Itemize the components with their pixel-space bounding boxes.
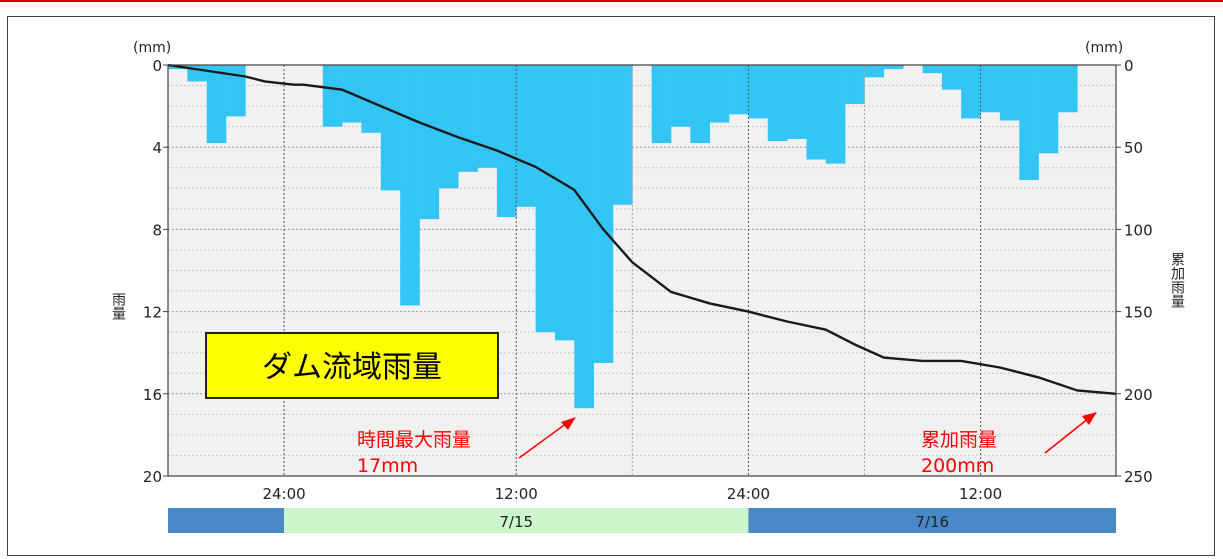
right-tick-label: 250 (1124, 468, 1153, 486)
x-tick-label: 12:00 (495, 485, 538, 503)
rainfall-bar (496, 65, 517, 218)
right-axis-ticks: 0 50 100 150 200 250 (1116, 57, 1153, 486)
cumulative-rainfall-line (167, 63, 1117, 395)
date-band (284, 508, 749, 533)
x-tick-label: 24:00 (262, 485, 305, 503)
rainfall-bar (206, 65, 227, 144)
left-axis-ticks: 0 4 8 12 16 20 (143, 57, 168, 486)
rainfall-bar (1057, 65, 1078, 113)
date-band (748, 508, 1116, 533)
left-axis-label: 雨量 (110, 292, 126, 320)
rainfall-bar (477, 65, 498, 168)
right-axis-label: 累加雨量 (1169, 252, 1185, 308)
right-tick-label: 0 (1124, 57, 1134, 75)
x-axis-ticks: 24:00 12:00 24:00 12:00 (262, 485, 1002, 503)
rainfall-bar (554, 65, 575, 341)
rainfall-bar (941, 65, 962, 90)
rainfall-bar (458, 65, 478, 172)
x-tick-label: 12:00 (959, 485, 1002, 503)
rainfall-bar (1038, 65, 1059, 154)
rainfall-bar (690, 65, 711, 144)
rainfall-bar (361, 65, 382, 133)
rainfall-bars (168, 65, 1078, 409)
right-tick-label: 200 (1124, 386, 1153, 404)
rainfall-bar (787, 65, 807, 139)
rainfall-bar (651, 65, 672, 144)
rainfall-bar (980, 65, 1001, 113)
right-tick-label: 150 (1124, 304, 1153, 322)
chart-title: ダム流域雨量 (262, 350, 442, 385)
rainfall-bar (748, 65, 769, 119)
date-bands: 7/15 7/16 (168, 508, 1116, 533)
date-band (168, 508, 285, 533)
rainfall-bar (999, 65, 1020, 121)
rainfall-bar (961, 65, 981, 119)
rainfall-bar (516, 65, 536, 207)
date-band-label: 7/15 (499, 513, 533, 531)
date-band-label: 7/16 (915, 513, 949, 531)
left-tick-label: 8 (152, 221, 162, 239)
time-gridlines (283, 65, 982, 476)
right-tick-label: 100 (1124, 221, 1153, 239)
rainfall-bar (806, 65, 827, 160)
x-tick-label: 24:00 (727, 485, 770, 503)
annotation-max-arrowhead (561, 417, 576, 430)
rainfall-bar (322, 65, 343, 127)
annotation-max-arrow (518, 422, 568, 459)
rainfall-bar (845, 65, 865, 105)
rainfall-bar (729, 65, 749, 115)
rainfall-bar (226, 65, 246, 117)
annotation-total-value: 200mm (921, 455, 994, 477)
rainfall-bar (671, 65, 691, 127)
rainfall-bar (825, 65, 846, 164)
annotation-total-arrowhead (1082, 412, 1097, 425)
rainfall-bar (400, 65, 420, 306)
axes (167, 64, 1117, 477)
rainfall-bar (883, 65, 904, 70)
rainfall-bar (593, 65, 614, 363)
rainfall-bar (1019, 65, 1039, 181)
left-tick-label: 16 (143, 386, 162, 404)
left-axis-unit: (mm) (133, 40, 171, 56)
left-tick-label: 20 (143, 468, 162, 486)
rainfall-bar (419, 65, 440, 220)
rainfall-bar (438, 65, 459, 189)
title-box (205, 332, 499, 399)
rainfall-bar (922, 65, 943, 74)
left-tick-label: 12 (143, 304, 162, 322)
rainfall-bar (535, 65, 556, 333)
annotation-max-value: 17mm (357, 455, 418, 477)
rainfall-bar (574, 65, 594, 409)
chart-panel (7, 16, 1215, 556)
right-tick-label: 50 (1124, 139, 1143, 157)
annotation-max-label: 時間最大雨量 (357, 429, 471, 451)
annotation-total-arrow (1044, 417, 1090, 454)
right-axis-unit: (mm) (1085, 40, 1123, 56)
rainfall-bar (709, 65, 730, 123)
left-tick-label: 0 (152, 57, 162, 75)
rainfall-bar (380, 65, 401, 191)
annotation-total-label: 累加雨量 (921, 429, 997, 451)
rainfall-bar (612, 65, 633, 205)
rainfall-bar (864, 65, 885, 78)
left-tick-label: 4 (152, 139, 162, 157)
rainfall-bar (767, 65, 788, 142)
